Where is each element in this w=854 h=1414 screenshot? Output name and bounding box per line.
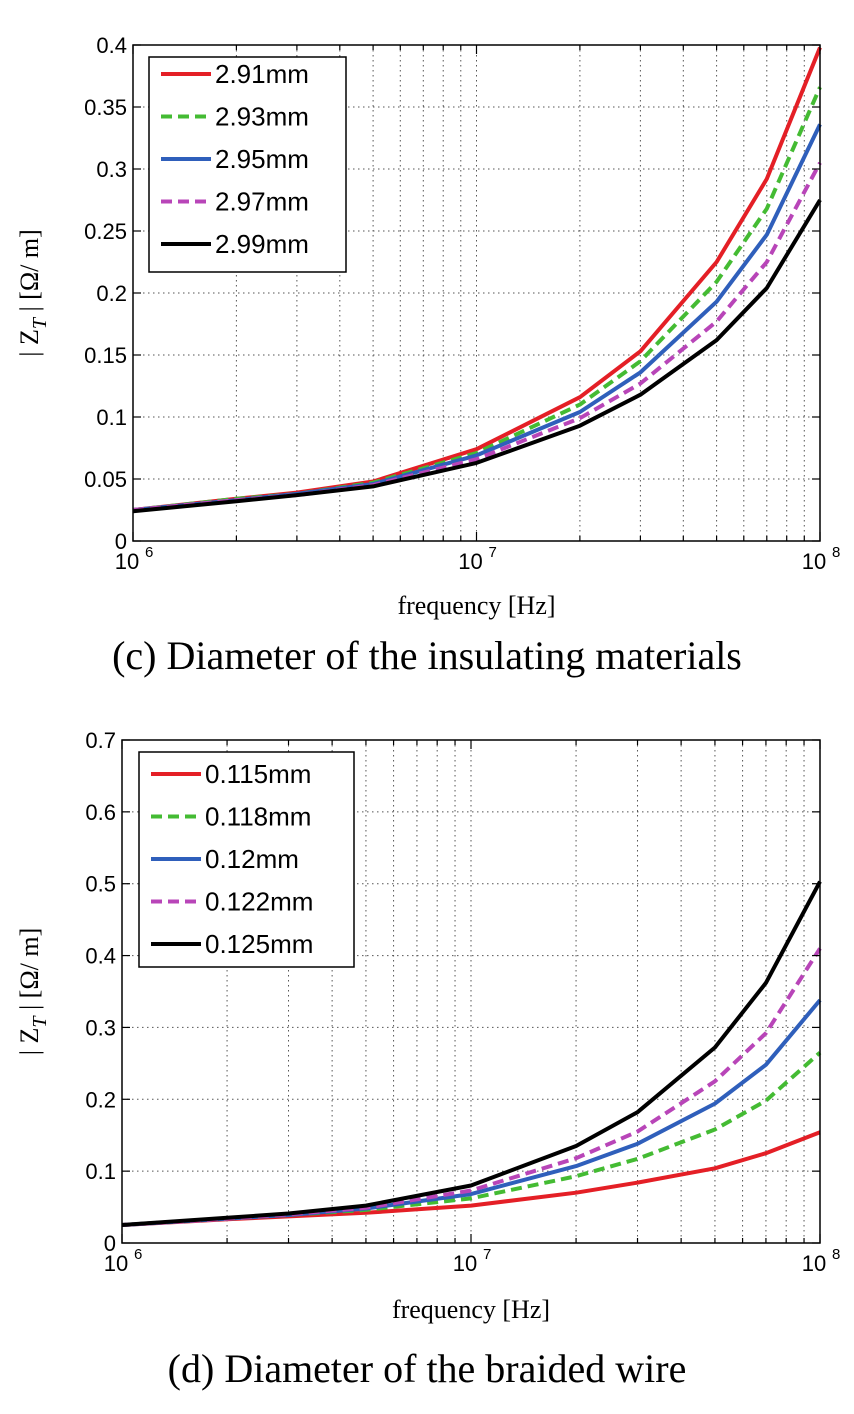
y-tick-label: 0 (115, 529, 127, 554)
legend-label: 0.12mm (205, 844, 299, 874)
x-tick-label: 10 (453, 1251, 477, 1276)
y-tick-label: 0 (104, 1231, 116, 1256)
chart-panel-c: 0 0.05 0.1 0.15 0.2 0.25 0.3 0.35 0.4 10 6 10 7 10 8 fr… (15, 33, 840, 678)
y-tick-label: 0.25 (84, 219, 127, 244)
panel-caption: (d) Diameter of the braided wire (168, 1346, 687, 1391)
y-axis-label: | ZT | [Ω/ m] (15, 229, 51, 357)
x-tick-exponent: 8 (832, 544, 840, 561)
legend-box (148, 56, 347, 273)
y-tick-label: 0.05 (84, 467, 127, 492)
legend-label: 0.122mm (205, 887, 313, 917)
x-tick-label: 10 (104, 1251, 128, 1276)
y-tick-label: 0.4 (85, 944, 116, 969)
y-tick-label: 0.1 (96, 405, 127, 430)
x-tick-label: 10 (802, 1251, 826, 1276)
legend-label: 0.125mm (205, 929, 313, 959)
x-tick-exponent: 6 (134, 1246, 142, 1263)
x-tick-exponent: 8 (832, 1246, 840, 1263)
y-tick-label: 0.6 (85, 800, 116, 825)
legend-label: 0.118mm (205, 802, 311, 832)
tick-marks (121, 739, 821, 1244)
y-tick-label: 0.35 (84, 95, 127, 120)
y-tick-label: 0.3 (96, 157, 127, 182)
legend-label: 2.93mm (215, 102, 309, 132)
y-tick-label: 0.2 (85, 1087, 116, 1112)
legend: 2.91mm 2.93mm 2.95mm 2.97mm 2.99mm (148, 56, 347, 273)
legend: 0.115mm 0.118mm 0.12mm 0.122mm 0.125mm (138, 751, 355, 968)
y-tick-label: 0.1 (85, 1159, 116, 1184)
y-tick-label: 0.4 (96, 33, 127, 58)
series-line (121, 880, 822, 1227)
y-tick-label: 0.15 (84, 343, 127, 368)
legend-label: 2.97mm (215, 187, 309, 217)
legend-label: 2.95mm (215, 144, 309, 174)
y-tick-label: 0.3 (85, 1015, 116, 1040)
series-lines (132, 46, 822, 514)
chart-panel-d: 0 0.1 0.2 0.3 0.4 0.5 0.6 0.7 10 6 10 7 10 8 frequency… (15, 728, 840, 1391)
x-tick-label: 10 (802, 549, 826, 574)
series-line (132, 198, 822, 514)
panel-caption: (c) Diameter of the insulating materials (112, 633, 742, 678)
x-tick-label: 10 (115, 549, 139, 574)
tick-marks (132, 44, 821, 542)
legend-label: 2.99mm (215, 229, 309, 259)
x-tick-exponent: 7 (489, 544, 497, 561)
x-tick-exponent: 6 (145, 544, 153, 561)
x-tick-exponent: 7 (483, 1246, 491, 1263)
legend-label: 0.115mm (205, 759, 311, 789)
x-axis-label: frequency [Hz] (397, 591, 555, 620)
series-line (132, 161, 822, 512)
y-tick-label: 0.2 (96, 281, 127, 306)
x-axis-label: frequency [Hz] (392, 1295, 550, 1324)
y-axis-label: | ZT | [Ω/ m] (15, 928, 51, 1056)
series-lines (121, 880, 822, 1227)
y-tick-label: 0.5 (85, 872, 116, 897)
x-tick-label: 10 (458, 549, 482, 574)
legend-label: 2.91mm (215, 59, 309, 89)
y-tick-label: 0.7 (85, 728, 116, 753)
